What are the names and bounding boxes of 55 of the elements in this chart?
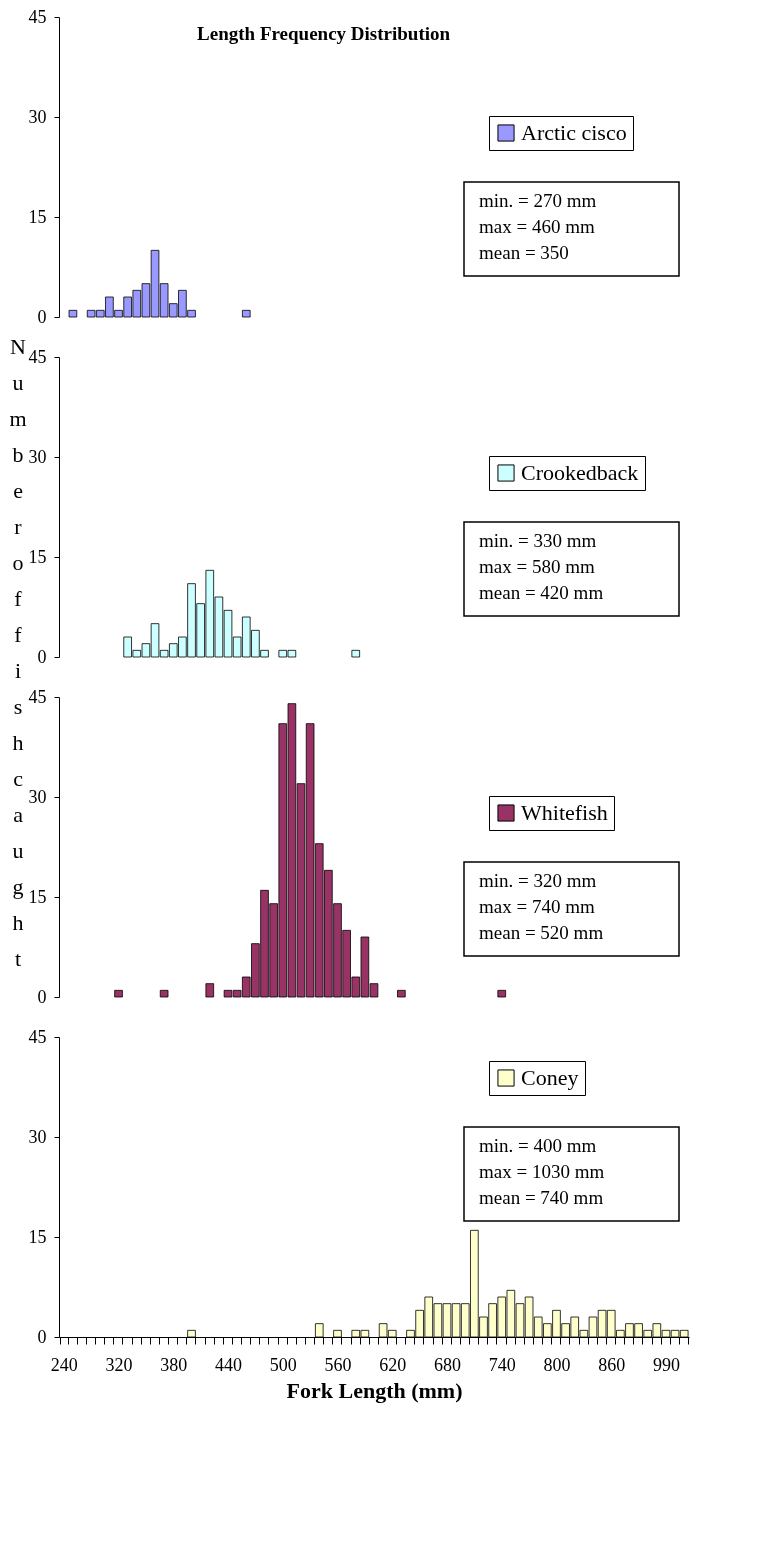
- x-tick-label: 500: [269, 1354, 297, 1375]
- x-axis-title: Fork Length (mm): [286, 1377, 463, 1403]
- y-tick-label: 30: [28, 1126, 47, 1147]
- legend-label: Whitefish: [521, 800, 608, 825]
- x-tick-label: 990: [652, 1354, 680, 1375]
- legend-label: Crookedback: [521, 460, 639, 485]
- y-tick-label: 45: [28, 1026, 47, 1047]
- x-tick-label: 440: [215, 1354, 243, 1375]
- bar: [159, 989, 169, 998]
- annotation: min. = 330 mm: [479, 530, 597, 551]
- y-tick-label: 45: [28, 686, 47, 707]
- y-tick-label: 15: [28, 886, 47, 907]
- text: Number of fish caught: [9, 334, 27, 971]
- y-tick-label: 45: [28, 346, 47, 367]
- bar: [351, 649, 361, 658]
- y-tick-label: 15: [28, 546, 47, 567]
- y-tick-label: 15: [28, 206, 47, 227]
- annotation: mean = 350: [479, 242, 569, 263]
- annotation: max = 740 mm: [479, 896, 595, 917]
- x-tick-label: 380: [160, 1354, 188, 1375]
- bar: [205, 983, 215, 998]
- x-tick-label: 320: [105, 1354, 133, 1375]
- x-tick-label: 560: [324, 1354, 352, 1375]
- x-tick-label: 240: [50, 1354, 78, 1375]
- annotation: mean = 420 mm: [479, 582, 604, 603]
- y-tick-label: 30: [28, 786, 47, 807]
- x-tick-label: 680: [433, 1354, 461, 1375]
- annotation: min. = 400 mm: [479, 1135, 597, 1156]
- y-tick-label: 0: [37, 986, 47, 1007]
- chart-title: Length Frequency Distribution: [197, 23, 451, 44]
- legend-label: Arctic cisco: [521, 120, 627, 145]
- bar: [497, 989, 507, 998]
- bar: [114, 989, 123, 998]
- annotation: max = 1030 mm: [479, 1161, 605, 1182]
- x-tick-label: 620: [379, 1354, 407, 1375]
- legend-label: Coney: [521, 1065, 579, 1090]
- x-tick-label: 800: [543, 1354, 571, 1375]
- annotation: mean = 740 mm: [479, 1187, 604, 1208]
- bar: [241, 309, 251, 318]
- x-tick-label: 740: [488, 1354, 516, 1375]
- y-tick-label: 0: [37, 646, 47, 667]
- y-tick-label: 0: [37, 306, 47, 327]
- y-tick-label: 15: [28, 1226, 47, 1247]
- annotation: mean = 520 mm: [479, 922, 604, 943]
- y-tick-label: 0: [37, 1326, 47, 1347]
- y-tick-label: 45: [28, 6, 47, 27]
- bar: [397, 989, 406, 998]
- annotation: max = 580 mm: [479, 556, 595, 577]
- annotation: min. = 320 mm: [479, 870, 597, 891]
- annotation: min. = 270 mm: [479, 190, 597, 211]
- y-tick-label: 30: [28, 106, 47, 127]
- bar: [68, 309, 78, 318]
- y-tick-label: 30: [28, 446, 47, 467]
- annotation: max = 460 mm: [479, 216, 595, 237]
- x-tick-label: 860: [598, 1354, 626, 1375]
